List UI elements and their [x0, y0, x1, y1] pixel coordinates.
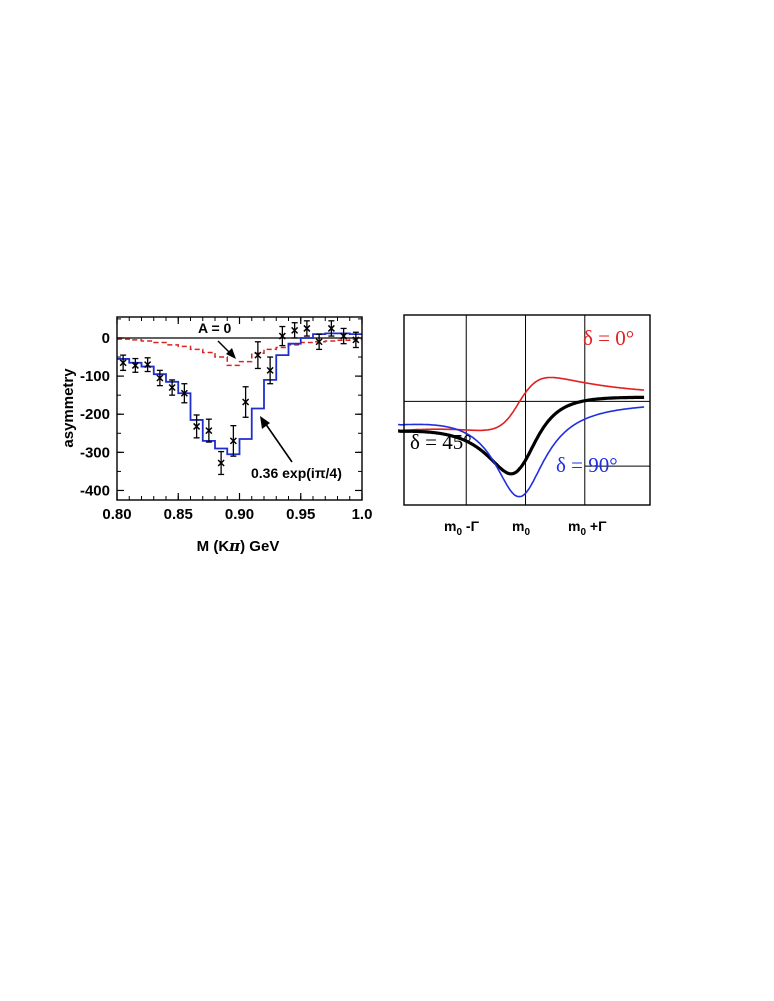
point-marker — [291, 326, 299, 334]
point-marker — [168, 384, 176, 392]
data-point — [168, 379, 176, 396]
data-point — [315, 333, 323, 351]
data-point — [291, 322, 299, 339]
annotation-exp-arrowhead — [260, 416, 270, 429]
point-marker — [327, 324, 335, 332]
y-axis-label: asymmetry — [60, 368, 77, 448]
data-points — [119, 320, 360, 476]
data-point — [131, 357, 139, 373]
curve-delta-0 — [398, 376, 645, 432]
curve-delta-90 — [397, 406, 645, 498]
y-tick-label: 0 — [102, 330, 110, 347]
point-marker — [205, 427, 213, 435]
data-point — [278, 325, 286, 347]
data-point — [119, 354, 127, 372]
label-delta-0: δ = 0° — [583, 326, 634, 350]
data-point — [242, 386, 250, 418]
data-point — [217, 450, 225, 476]
blue-step-histogram — [117, 332, 362, 456]
label-delta-45: δ = 45° — [410, 430, 472, 454]
annotation-a0-label: A = 0 — [198, 320, 232, 336]
point-marker — [144, 361, 152, 369]
point-marker — [266, 366, 274, 374]
x-tick-label: 1.0 — [352, 506, 373, 523]
y-tick-label: -200 — [80, 406, 110, 423]
x-tick-label: 0.85 — [164, 506, 193, 523]
y-tick-label: -100 — [80, 368, 110, 385]
point-marker — [193, 422, 201, 430]
data-point — [205, 418, 213, 443]
point-marker — [119, 359, 127, 367]
data-point — [144, 357, 152, 373]
data-point — [340, 327, 348, 345]
x-tick-label: 0.95 — [286, 506, 315, 523]
point-marker — [180, 389, 188, 397]
annotation-exp-label: 0.36 exp(iπ/4) — [251, 465, 342, 481]
data-point — [352, 331, 360, 349]
point-marker — [278, 332, 286, 340]
tick-m0: m0 — [512, 518, 530, 538]
asymmetry-chart: 0.80 0.85 0.90 0.95 1.0 0 -100 -200 -300 -400 asy… — [60, 316, 373, 555]
point-marker — [242, 398, 250, 406]
x-tick-label: 0.90 — [225, 506, 254, 523]
red-dashed-line — [117, 338, 362, 367]
data-point — [193, 414, 201, 439]
annotation-a0: A = 0 — [198, 320, 236, 359]
data-point — [156, 369, 164, 387]
point-marker — [229, 437, 237, 445]
label-delta-90: δ = 90° — [556, 453, 618, 477]
tick-m0-plus-gamma: m0 +Γ — [568, 518, 607, 538]
point-marker — [254, 351, 262, 359]
plot-frame-right — [403, 314, 651, 506]
point-marker — [217, 459, 225, 467]
point-marker — [340, 332, 348, 340]
x-axis-label: M (Kπ) GeV — [197, 537, 280, 555]
data-point — [229, 425, 237, 457]
data-point — [180, 383, 188, 404]
curve-delta-45 — [398, 395, 645, 476]
data-point — [254, 341, 262, 370]
data-point — [327, 320, 335, 337]
point-marker — [315, 338, 323, 346]
red-dashed-histogram — [117, 338, 362, 367]
point-marker — [303, 324, 311, 332]
x-tick-label: 0.80 — [102, 506, 131, 523]
x-tick-labels-right: m0 -Γ m0 m0 +Γ — [444, 518, 607, 538]
interference-chart: m0 -Γ m0 m0 +Γ δ = 0° δ = 45° δ = 90° — [397, 314, 651, 538]
data-point — [303, 320, 311, 337]
point-marker — [156, 374, 164, 382]
data-point — [266, 356, 274, 385]
annotation-a0-arrowhead — [226, 348, 236, 359]
blue-step-line — [117, 332, 362, 456]
y-tick-label: -400 — [80, 482, 110, 499]
annotation-exp-arrow-shaft — [264, 422, 293, 463]
tick-m0-minus-gamma: m0 -Γ — [444, 518, 480, 538]
annotation-exp: 0.36 exp(iπ/4) — [251, 416, 342, 481]
y-tick-label: -300 — [80, 444, 110, 461]
point-marker — [131, 361, 139, 369]
